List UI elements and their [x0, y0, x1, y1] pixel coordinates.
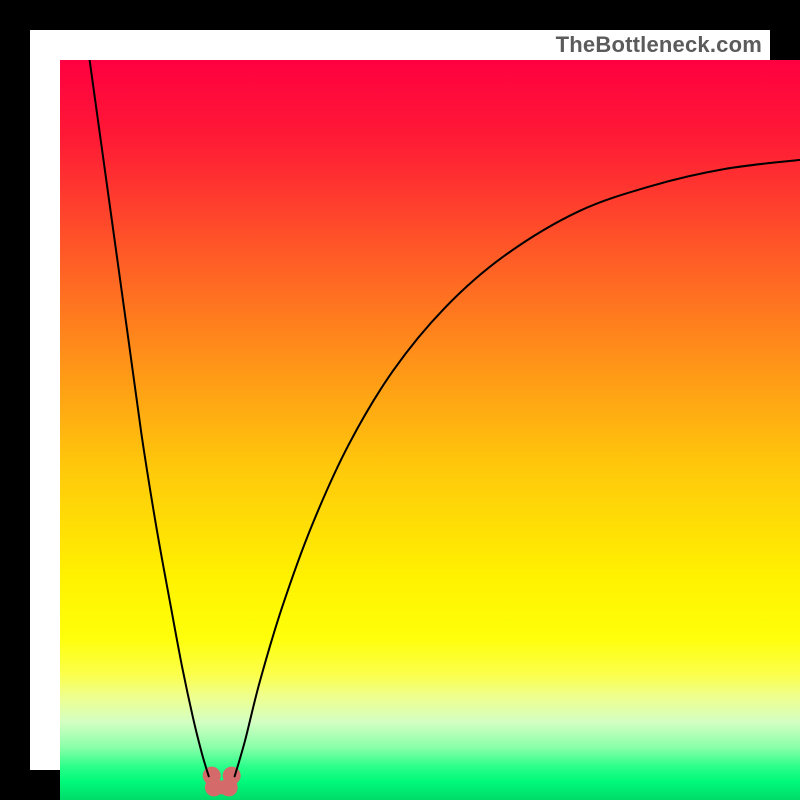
- chart-svg: [60, 60, 800, 800]
- source-caption: TheBottleneck.com: [556, 32, 762, 58]
- marker-dot-3: [223, 767, 241, 785]
- plot-area: [60, 60, 800, 800]
- chart-frame: TheBottleneck.com: [0, 0, 800, 800]
- background-rect: [60, 60, 800, 800]
